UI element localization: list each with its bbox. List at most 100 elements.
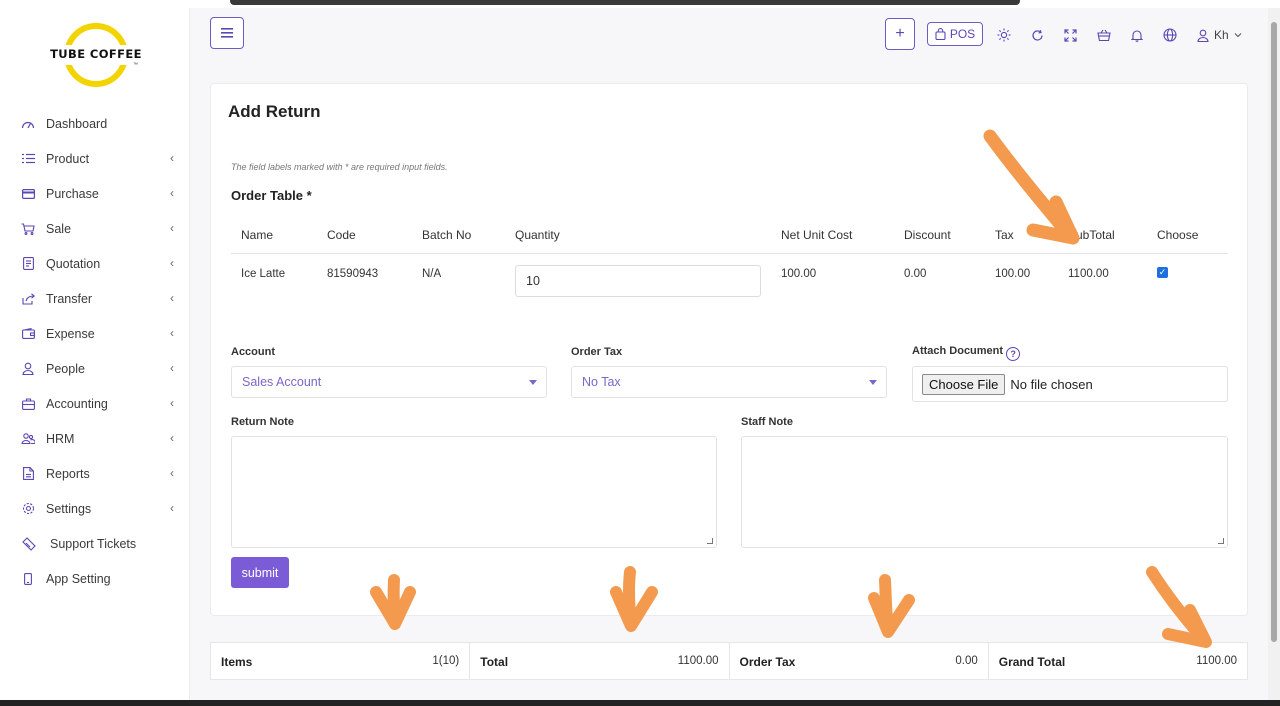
total-label: Total <box>480 655 509 669</box>
table-row: Ice Latte 81590943 N/A 100.00 0.00 100.0… <box>231 255 1228 305</box>
required-hint: The field labels marked with * are requi… <box>231 162 448 172</box>
order-table-label: Order Table * <box>231 188 312 203</box>
sidebar-item-label: Expense <box>46 326 95 341</box>
sidebar-item-label: Transfer <box>46 291 93 306</box>
card-icon <box>20 186 36 202</box>
sidebar-item-label: HRM <box>46 431 75 446</box>
bell-icon[interactable] <box>1129 27 1145 43</box>
list-icon <box>20 151 36 167</box>
add-return-card: Add Return The field labels marked with … <box>210 83 1248 616</box>
grand-total-label: Grand Total <box>998 655 1066 669</box>
sidebar-item-dashboard[interactable]: Dashboard <box>0 106 190 141</box>
window-tab-bar <box>230 0 1020 5</box>
add-button[interactable]: + <box>885 18 915 50</box>
row-tax: 100.00 <box>995 268 1031 280</box>
column-header: Code <box>327 228 356 242</box>
chevron-left-icon: ‹ <box>170 256 174 270</box>
document-icon <box>20 256 36 272</box>
sidebar-item-label: Sale <box>46 221 72 236</box>
order-tax-label: Order Tax <box>571 346 623 358</box>
quantity-input[interactable] <box>515 265 761 297</box>
account-value: Sales Account <box>242 375 322 389</box>
sidebar-item-sale[interactable]: Sale ‹ <box>0 211 190 246</box>
sidebar-item-reports[interactable]: Reports ‹ <box>0 456 190 491</box>
total-cell: Total 1100.00 <box>470 643 730 679</box>
staff-note-textarea[interactable] <box>741 436 1228 548</box>
chevron-down-icon <box>1234 33 1242 38</box>
scrollbar-thumb[interactable] <box>1271 22 1277 642</box>
chevron-left-icon: ‹ <box>170 361 174 375</box>
brand-logo[interactable]: TUBE COFFEE ™ <box>50 23 142 89</box>
logo-text: TUBE COFFEE <box>50 47 142 61</box>
order-tax-select[interactable]: No Tax <box>571 366 887 398</box>
chevron-left-icon: ‹ <box>170 501 174 515</box>
sidebar-item-label: Support Tickets <box>50 536 137 551</box>
cart-icon <box>20 221 36 237</box>
refresh-icon[interactable] <box>1029 27 1045 43</box>
wallet-icon <box>20 326 36 342</box>
basket-icon[interactable] <box>1096 27 1112 43</box>
sidebar-item-label: Purchase <box>46 186 99 201</box>
order-tax-cell: Order Tax 0.00 <box>730 643 989 679</box>
pos-button[interactable]: POS <box>927 22 983 46</box>
sidebar: TUBE COFFEE ™ Dashboard Product ‹ Purchase ‹… <box>0 8 190 700</box>
user-name: Kh <box>1214 28 1229 42</box>
gauge-icon <box>20 116 36 132</box>
row-discount: 0.00 <box>904 268 927 280</box>
sidebar-item-app-setting[interactable]: App Setting <box>0 561 190 596</box>
total-value: 1100.00 <box>677 655 719 667</box>
sidebar-item-purchase[interactable]: Purchase ‹ <box>0 176 190 211</box>
column-header: SubTotal <box>1068 228 1115 242</box>
menu-toggle-button[interactable] <box>210 17 244 49</box>
sidebar-item-label: App Setting <box>46 571 111 586</box>
help-icon[interactable]: ? <box>1006 347 1021 361</box>
fullscreen-icon[interactable] <box>1062 27 1078 43</box>
order-tax-value: No Tax <box>582 375 621 389</box>
brightness-icon[interactable] <box>996 27 1012 43</box>
sidebar-item-label: Reports <box>46 466 90 481</box>
sidebar-item-support-tickets[interactable]: Support Tickets <box>0 526 190 561</box>
sidebar-item-label: Accounting <box>46 396 108 411</box>
account-select[interactable]: Sales Account <box>231 366 547 398</box>
choose-file-button[interactable]: Choose File <box>922 373 1006 395</box>
sidebar-item-hrm[interactable]: HRM ‹ <box>0 421 190 456</box>
items-value: 1(10) <box>432 655 460 667</box>
attach-document-text: Attach Document <box>912 345 1004 357</box>
sidebar-item-people[interactable]: People ‹ <box>0 351 190 386</box>
row-code: 81590943 <box>327 268 379 280</box>
sidebar-item-label: Product <box>46 151 90 166</box>
return-note-textarea[interactable] <box>231 436 717 548</box>
row-name: Ice Latte <box>241 268 286 280</box>
resize-handle-icon[interactable] <box>1218 538 1224 544</box>
grand-total-value: 1100.00 <box>1196 655 1237 667</box>
sidebar-item-label: Settings <box>46 501 92 516</box>
resize-handle-icon[interactable] <box>707 538 713 544</box>
briefcase-icon <box>20 396 36 412</box>
grand-total-cell: Grand Total 1100.00 <box>989 643 1247 679</box>
sidebar-item-product[interactable]: Product ‹ <box>0 141 190 176</box>
chevron-left-icon: ‹ <box>170 431 174 445</box>
globe-icon[interactable] <box>1162 27 1178 43</box>
gear-icon <box>20 501 36 517</box>
user-menu[interactable]: Kh <box>1197 26 1242 44</box>
sidebar-item-settings[interactable]: Settings ‹ <box>0 491 190 526</box>
window-top-strip <box>0 0 1280 8</box>
totals-bar: Items 1(10) Total 1100.00 Order Tax 0.00… <box>210 642 1248 680</box>
items-total: Items 1(10) <box>211 643 471 679</box>
column-header: Batch No <box>422 228 472 242</box>
chevron-left-icon: ‹ <box>170 326 174 340</box>
chevron-left-icon: ‹ <box>170 396 174 410</box>
submit-button[interactable]: submit <box>231 557 289 588</box>
sidebar-item-expense[interactable]: Expense ‹ <box>0 316 190 351</box>
column-header: Quantity <box>515 228 560 242</box>
choose-checkbox[interactable]: ✓ <box>1157 267 1168 278</box>
file-icon <box>20 466 36 482</box>
sidebar-item-quotation[interactable]: Quotation ‹ <box>0 246 190 281</box>
page-scrollbar[interactable] <box>1268 8 1280 700</box>
sidebar-item-accounting[interactable]: Accounting ‹ <box>0 386 190 421</box>
chevron-left-icon: ‹ <box>170 291 174 305</box>
row-net-unit-cost: 100.00 <box>781 268 817 280</box>
sidebar-item-transfer[interactable]: Transfer ‹ <box>0 281 190 316</box>
file-input[interactable]: Choose File No file chosen <box>912 366 1228 402</box>
window-bottom-strip <box>0 700 1280 706</box>
